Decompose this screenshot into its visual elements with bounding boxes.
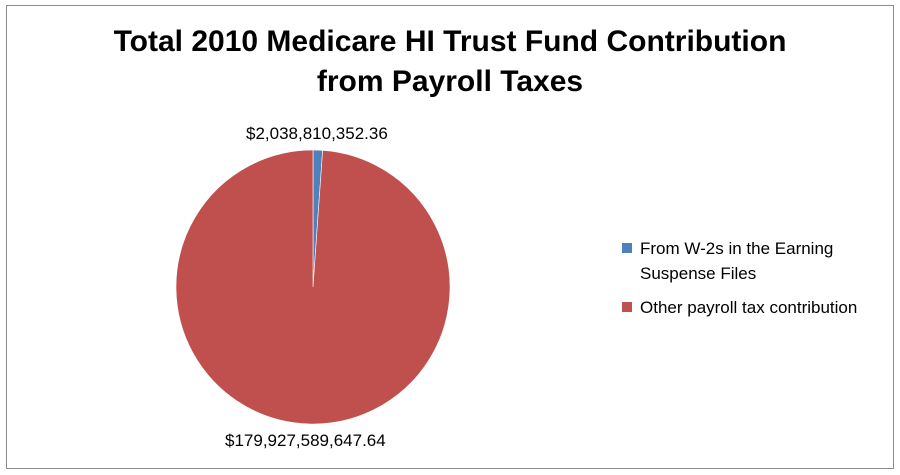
legend-swatch-w2-suspense (622, 243, 632, 253)
data-label-other-payroll: $179,927,589,647.64 (225, 431, 386, 450)
legend-item-w2-suspense: From W-2s in the Earning Suspense Files (622, 236, 882, 286)
legend-label-w2-suspense-line-1: From W-2s in the Earning (640, 239, 834, 258)
chart-area (6, 5, 894, 469)
data-label-w2-suspense: $2,038,810,352.36 (246, 124, 388, 143)
legend-swatch-other-payroll (622, 302, 632, 312)
pie-slice-other-payroll (175, 149, 451, 425)
chart-title: Total 2010 Medicare HI Trust Fund Contri… (0, 22, 900, 102)
legend: From W-2s in the Earning Suspense Files … (622, 236, 882, 329)
legend-item-other-payroll: Other payroll tax contribution (622, 295, 882, 320)
chart-title-line-2: from Payroll Taxes (316, 65, 584, 98)
chart-title-line-1: Total 2010 Medicare HI Trust Fund Contri… (113, 25, 787, 58)
legend-label-other-payroll: Other payroll tax contribution (640, 298, 858, 317)
legend-label-w2-suspense-line-2: Suspense Files (640, 264, 757, 283)
